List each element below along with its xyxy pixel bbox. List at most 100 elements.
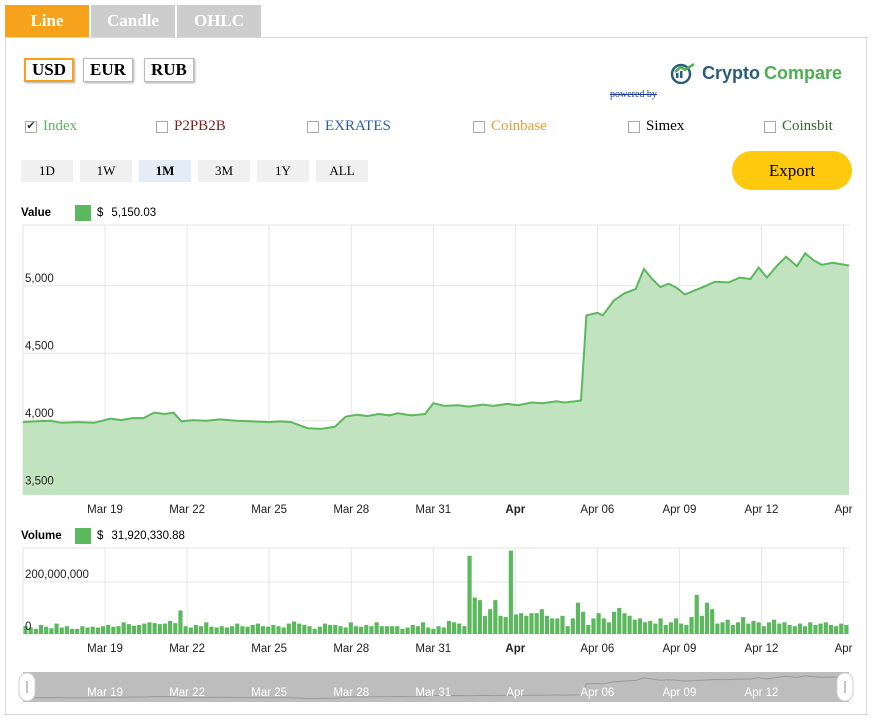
volume-bar [364,624,369,634]
volume-bar [441,627,446,634]
volume-x-tick-label: Apr [505,643,525,655]
value-legend-currency: $ [97,207,104,219]
checkbox-icon[interactable] [473,120,485,133]
price-y-tick-label: 5,000 [25,273,54,285]
volume-bar [808,622,813,634]
volume-bar [570,618,575,634]
tab-candle[interactable]: Candle [91,5,175,37]
volume-bar [792,626,797,634]
volume-bar [524,615,529,634]
volume-bar [142,623,147,634]
volume-bar [312,628,317,634]
navigator-label: Mar 25 [251,687,287,699]
currency-eur-button[interactable]: EUR [83,58,133,82]
currency-usd-button[interactable]: USD [24,58,75,82]
volume-bar [328,624,333,634]
checkbox-icon[interactable] [307,120,319,133]
exchange-coinsbit-toggle[interactable]: Coinsbit [764,118,833,135]
volume-bar [472,597,477,634]
volume-bar [746,623,751,634]
volume-y-tick-label: 0 [25,621,31,633]
volume-bar [534,613,539,634]
volume-bar [663,624,668,634]
navigator-right-handle[interactable] [836,672,854,702]
volume-bar [813,624,818,634]
volume-bar [550,618,555,634]
volume-y-tick-label: 200,000,000 [25,569,89,581]
volume-bar [498,615,503,634]
volume-bar [162,623,168,634]
volume-bar [121,622,126,634]
volume-x-tick-label: Apr [835,643,853,655]
volume-bar [622,613,627,634]
volume-bar [302,624,307,634]
volume-bar [431,628,436,634]
range-1y-button[interactable]: 1Y [257,160,309,182]
volume-x-tick-label: Mar 25 [251,643,287,655]
exchange-index-toggle[interactable]: ✔ Index [25,118,77,135]
volume-bar [168,621,173,634]
volume-bar [204,622,209,634]
price-series-line [22,251,850,430]
volume-bar [410,624,415,634]
volume-bar [606,622,612,634]
volume-bar [23,626,28,634]
volume-bar [493,600,498,634]
navigator-label: Mar 31 [415,687,451,699]
tab-line[interactable]: Line [5,5,89,37]
volume-bar [209,626,214,634]
volume-bar [457,623,462,634]
volume-bar [591,618,596,634]
range-all-button[interactable]: ALL [316,160,368,182]
checkbox-icon[interactable] [156,120,168,133]
volume-bar [75,628,80,634]
volume-legend: Volume $ 31,920,330.88 [21,528,185,544]
volume-bar [653,623,658,634]
volume-legend-label: Volume [21,530,62,542]
export-button[interactable]: Export [732,151,852,190]
volume-bar [751,621,756,634]
range-3m-button[interactable]: 3M [198,160,250,182]
checkbox-icon[interactable] [764,120,776,133]
exchange-index-label: Index [43,118,78,134]
volume-bar [69,628,75,634]
exchange-simex-toggle[interactable]: Simex [628,118,684,135]
volume-bar [834,626,839,634]
volume-bar [131,625,137,634]
volume-bar [178,610,183,634]
volume-bar [555,618,560,634]
volume-x-tick-label: Apr 09 [662,643,696,655]
volume-bar [503,617,508,634]
powered-by-text: powered by [610,89,657,100]
currency-rub-button[interactable]: RUB [144,58,194,82]
exchange-coinbase-toggle[interactable]: Coinbase [473,118,547,135]
volume-bar [307,626,312,634]
volume-bar [199,626,204,634]
volume-bar [699,615,704,634]
volume-x-tick-label: Mar 19 [87,643,123,655]
exchange-p2pb2b-toggle[interactable]: P2PB2B [156,118,226,135]
volume-bar [240,626,245,634]
volume-bar [49,628,54,634]
volume-bar [648,621,653,634]
chart-panel [5,37,867,715]
volume-bar [100,626,106,634]
checkbox-icon[interactable] [628,120,640,133]
volume-bar [508,550,513,634]
chart-type-tabs: Line Candle OHLC [5,5,263,37]
price-x-tick-label: Mar 31 [415,504,451,516]
range-1w-button[interactable]: 1W [80,160,132,182]
volume-bar [255,623,260,634]
range-1d-button[interactable]: 1D [21,160,73,182]
checkbox-checked-icon[interactable]: ✔ [25,120,37,133]
volume-bar [353,626,359,634]
exchange-exrates-toggle[interactable]: EXRATES [307,118,391,135]
exchange-p2pb2b-label: P2PB2B [174,118,226,134]
price-area [23,253,849,495]
volume-bar [596,613,601,634]
navigator-left-handle[interactable] [18,672,36,702]
volume-bar [230,626,235,634]
range-1m-button[interactable]: 1M [139,160,191,182]
tab-ohlc[interactable]: OHLC [177,5,261,37]
volume-bar [658,618,663,634]
